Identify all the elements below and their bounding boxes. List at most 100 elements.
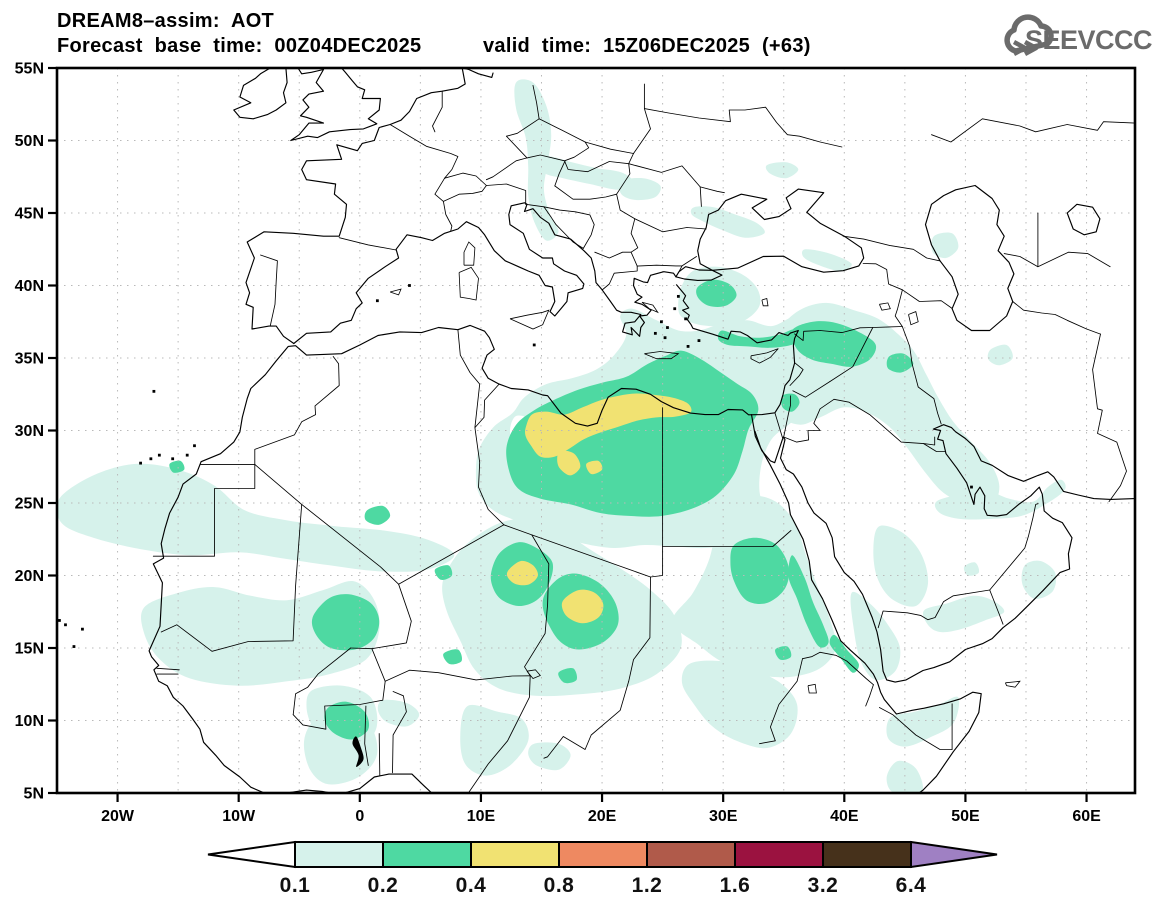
aot-region-algeria-dot [364,505,391,525]
coastline [750,414,1135,683]
country-border [662,530,792,547]
aot-region-nw-black-sea [690,206,765,238]
aot-region-air-dot [434,565,453,581]
small-island-dot [81,627,84,631]
small-island-dot [697,339,701,342]
graticule-layer [57,68,1135,793]
aot-region-pannonia-arm [541,156,634,190]
country-border [1003,212,1039,268]
colorbar-tick-label: 0.4 [456,874,487,897]
colorbar: 0.1 0.2 0.4 0.8 1.2 1.6 3.2 6.4 [207,840,998,897]
country-border [1092,333,1127,503]
lat-tick-label: 40N [15,278,44,295]
aot-region-saudi-dot [963,562,980,576]
lat-tick-label: 25N [15,496,44,513]
colorbar-segment-0.4-0.8 [470,841,560,868]
aot-region-central-europe-band [514,79,559,241]
coastline [461,68,494,78]
lat-tick-label: 30N [15,423,44,440]
country-border [877,589,1004,629]
island-or-lake-outline [807,683,817,694]
colorbar-tick-label: 0.1 [280,874,311,897]
aot-region-ukraine-patch [765,162,799,179]
country-border [865,684,874,707]
country-border [678,265,683,273]
lat-tick-label: 20N [15,568,44,585]
seevccc-logo: SEEVCCC [1004,14,1153,56]
lat-tick-label: 10N [15,713,44,730]
country-border [594,251,638,291]
country-border [628,576,651,682]
country-border [531,534,651,578]
country-border [819,651,874,686]
colorbar-tick-label: 0.8 [544,874,575,897]
colorbar-segment-3.2-6.4 [822,841,912,868]
coastline [290,68,381,142]
island-or-lake-outline [879,302,891,311]
aot-region-libya-yellow-dot [586,460,603,475]
colorbar-segment-0.8-1.2 [558,841,648,868]
aot-region-libya-yellow-spur [557,450,581,476]
aot-region-red-sea-west-strip [788,555,829,648]
country-border [389,124,459,179]
country-border [532,84,540,120]
small-island-dot [673,307,677,311]
aot-region-yemen-west [850,591,901,681]
colorbar-arrow-above [910,840,998,869]
coastline [233,68,288,120]
aot-region-benin-top [377,699,420,727]
lon-tick-label: 0 [355,808,364,825]
island-or-lake-outline [908,311,919,326]
country-border [650,546,664,578]
small-island-dot [532,343,536,347]
country-border [474,427,505,526]
lat-tick-label: 5N [24,786,44,803]
lat-tick-label: 45N [15,206,44,223]
lon-tick-label: 20E [588,808,617,825]
aot-region-eritrea-coast [829,634,859,673]
small-island-dot [157,453,161,457]
aot-region-transylvania [619,177,661,201]
colorbar-segment-0.1-0.2 [294,841,384,868]
aot-region-caspian-west-dot [931,232,959,259]
country-border [1012,301,1101,335]
country-border [338,237,397,251]
country-border [630,218,639,253]
cloud-arrow-icon [1012,40,1039,56]
aot-region-e-black-sea-coast [801,249,852,271]
forecast-base-time: Forecast base time: 00Z04DEC2025 [57,35,421,57]
country-border [524,534,550,677]
aot-region-mali-core [311,594,380,651]
country-border [292,648,386,730]
country-border [505,118,540,159]
country-border [633,83,651,154]
country-border [584,141,634,154]
country-border [485,157,528,181]
colorbar-segment-1.6-3.2 [734,841,824,868]
country-border [457,329,481,429]
aot-region-atlantic-canary-algeria-band [57,463,455,572]
colorbar-tick-label: 0.2 [368,874,399,897]
aot-region-turkey-south-coast [717,328,807,348]
island-or-lake-outline [463,241,476,266]
country-border [564,153,634,173]
small-island-dot [149,457,153,461]
lon-tick-label: 60E [1072,808,1101,825]
aot-region-libya-egypt-yellow-band [525,393,692,458]
coastline [245,68,466,345]
colorbar-segment-0.2-0.4 [382,841,472,868]
country-border [789,362,804,386]
coastline [293,202,677,345]
country-border [829,327,874,383]
country-border [636,256,697,267]
aot-region-central-saudi [873,525,929,607]
island-or-lake-outline [1005,680,1021,688]
aot-region-syria-core [791,321,877,367]
country-border [364,705,369,766]
country-border [802,651,821,660]
small-island-dot [684,317,688,321]
country-border [485,183,527,205]
aot-region-nigeria [460,704,529,776]
aot-region-sudan-core [730,537,790,604]
